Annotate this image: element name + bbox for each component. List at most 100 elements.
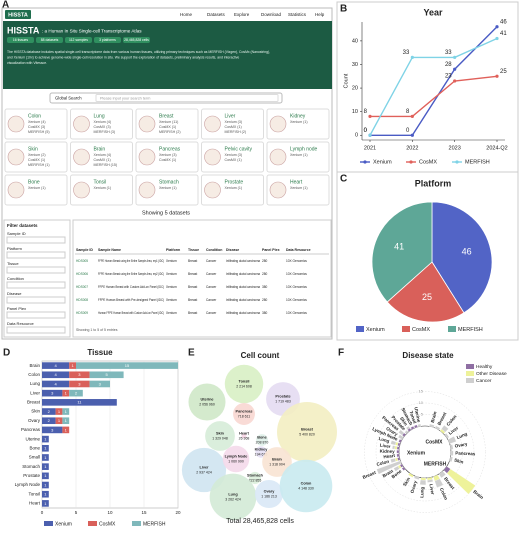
filter-input[interactable]	[6, 326, 66, 334]
bubble	[279, 459, 333, 513]
x-tick-label: 2023	[449, 145, 461, 151]
table-cell: Infiltrating ductal carcinoma	[226, 285, 260, 289]
tissue-count: CosMX (1)	[28, 158, 45, 162]
y-axis-title: Count	[343, 73, 349, 88]
nav-link[interactable]: Help	[315, 12, 325, 17]
tissue-card[interactable]	[70, 108, 133, 140]
bubble-name: Lymph Node	[225, 455, 248, 459]
filter-input[interactable]	[6, 311, 66, 319]
filter-label: Sample ID	[7, 231, 26, 236]
bubble-name: Kidney	[255, 448, 269, 452]
tissue-count: Xenium (11)	[159, 120, 178, 124]
table-header: Data Resource	[286, 248, 311, 252]
filter-input[interactable]	[6, 266, 66, 274]
tissue-card[interactable]	[201, 108, 264, 140]
table-cell[interactable]: HDS008	[76, 298, 88, 302]
filter-input[interactable]	[6, 236, 66, 244]
table-cell[interactable]: HDS005	[76, 259, 88, 263]
tissue-card[interactable]	[70, 141, 133, 173]
y-tick-label: Prostate	[23, 473, 40, 478]
bubble-value: 1 186 213	[261, 494, 277, 498]
bubble	[256, 434, 268, 446]
radial-bar	[413, 475, 420, 480]
tissue-card[interactable]	[201, 141, 264, 173]
tissue-icon	[204, 115, 221, 133]
table-footer: Showing 1 to 5 of 5 entries	[76, 328, 118, 332]
logo: HISSTA	[8, 12, 28, 18]
table-cell: Xenium	[166, 272, 177, 276]
data-label: 5	[105, 372, 108, 377]
table-cell[interactable]: HDS006	[76, 272, 88, 276]
data-label: 8	[406, 109, 410, 115]
nav-link[interactable]: Datasets	[207, 12, 226, 17]
bubble-name: Uterine	[200, 398, 213, 402]
bar	[62, 408, 70, 415]
bubble	[248, 471, 262, 485]
tissue-card[interactable]	[135, 174, 199, 206]
r-tick-label: 10	[419, 400, 424, 405]
table-cell: 380	[262, 285, 268, 289]
tissue-card[interactable]	[266, 141, 330, 173]
tissue-card[interactable]	[70, 174, 133, 206]
nav-link[interactable]: Explore	[234, 12, 250, 17]
legend-label: CosMX	[412, 327, 430, 333]
tissue-card[interactable]	[266, 174, 330, 206]
table-panel	[72, 219, 332, 338]
legend-label: Xenium	[373, 159, 392, 165]
nav-link[interactable]: Statistics	[288, 12, 307, 17]
bubble-name: Skin	[216, 432, 225, 436]
tissue-card[interactable]	[4, 141, 68, 173]
radial-bar	[408, 472, 414, 478]
slice-label: 46	[462, 246, 472, 256]
grid-ring	[387, 414, 463, 490]
data-label: 1	[44, 473, 47, 478]
description: The HISSTA database includes spatial sin…	[7, 50, 270, 54]
nav-link[interactable]: Home	[180, 12, 193, 17]
y-tick-label: Colon	[28, 372, 40, 377]
y-tick-label: Uterine	[25, 436, 40, 441]
y-tick-label: Lymph Node	[15, 482, 41, 487]
y-tick-label: Small	[29, 455, 40, 460]
data-label: 1	[44, 482, 47, 487]
tissue-count: CosMX (1)	[159, 125, 176, 129]
x-tick-label: 10	[107, 510, 113, 515]
tissue-card[interactable]	[4, 108, 68, 140]
chart-title: Tissue	[87, 348, 113, 357]
tissue-name: Stomach	[159, 179, 179, 185]
bubble-name: Liver	[199, 466, 209, 470]
radial-bar	[376, 460, 402, 475]
category-label: Uterine	[413, 407, 421, 424]
pie-slice	[386, 261, 465, 323]
bar	[42, 371, 70, 379]
tissue-card[interactable]	[135, 141, 199, 173]
table-cell[interactable]: HDS009	[76, 311, 88, 315]
filter-label: Data Resource	[7, 321, 34, 326]
filter-label: Condition	[7, 276, 24, 281]
table-cell[interactable]: HDS007	[76, 285, 88, 289]
data-label: 0	[364, 128, 368, 134]
table-cell: Infiltrating ductal carcinoma	[226, 272, 260, 276]
bubble-value: 1 719 483	[275, 399, 291, 403]
bubble	[262, 447, 292, 477]
tissue-card[interactable]	[266, 108, 330, 140]
search-input[interactable]	[95, 94, 279, 102]
point	[410, 114, 414, 118]
point	[495, 74, 499, 78]
tissue-card[interactable]	[4, 174, 68, 206]
table-cell: Breast	[188, 272, 197, 276]
table-cell: Xenium	[166, 298, 177, 302]
tissue-card[interactable]	[201, 174, 264, 206]
filter-input[interactable]	[6, 281, 66, 289]
data-label: 1	[44, 464, 47, 469]
filter-input[interactable]	[6, 296, 66, 304]
nav-link[interactable]: Download	[261, 12, 282, 17]
y-tick-label: Breast	[27, 400, 41, 405]
chart-title: Cell count	[241, 351, 280, 360]
radial-bar	[404, 430, 409, 435]
filter-input[interactable]	[6, 251, 66, 259]
tissue-icon	[7, 115, 25, 133]
legend-marker	[455, 160, 459, 164]
bar	[42, 389, 63, 397]
y-tick-label: Tonsil	[28, 491, 40, 496]
tissue-card[interactable]	[135, 108, 199, 140]
